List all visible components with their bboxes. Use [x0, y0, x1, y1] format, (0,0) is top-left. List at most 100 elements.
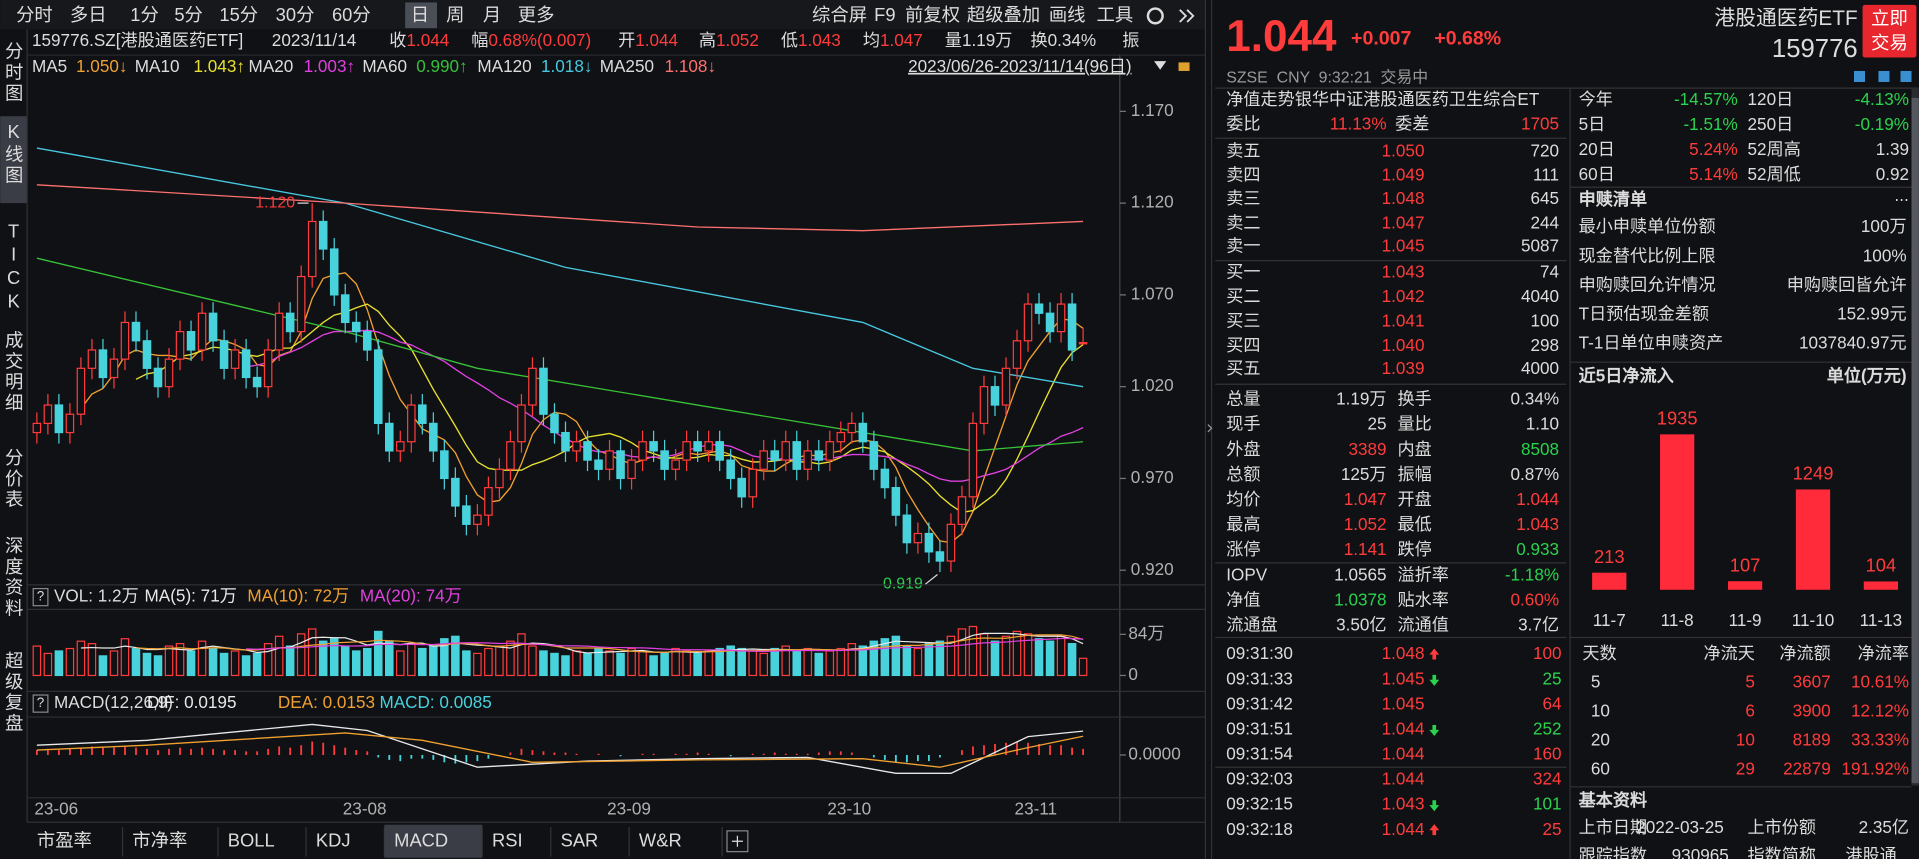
- volume-bar: [164, 645, 174, 677]
- label: 现金替代比例上限: [1579, 245, 1716, 265]
- y-tick-label: 0.0000: [1128, 744, 1180, 764]
- bottom-tab[interactable]: 市净率: [132, 830, 187, 851]
- side-tab[interactable]: K线图: [3, 121, 24, 186]
- up-arrow: [1429, 648, 1440, 660]
- period-tab[interactable]: 30分: [276, 4, 315, 25]
- label: 09:31:42: [1226, 693, 1293, 713]
- tool-button[interactable]: 画线: [1049, 4, 1086, 25]
- period-tab[interactable]: 1分: [130, 4, 159, 25]
- label: 流通盘: [1226, 614, 1277, 634]
- period-tab[interactable]: 15分: [219, 4, 258, 25]
- candle-body: [252, 376, 262, 388]
- candle-body: [935, 551, 945, 562]
- trade-button[interactable]: [1862, 4, 1917, 58]
- label[interactable]: 净值走势: [1226, 89, 1295, 109]
- period-tab[interactable]: 多日: [70, 4, 107, 25]
- volume-bar: [484, 647, 493, 677]
- label: 09:32:15: [1226, 794, 1293, 814]
- bottom-tab[interactable]: MACD: [394, 830, 448, 851]
- label: 0.68%(0.007): [488, 30, 591, 50]
- candle-body: [451, 477, 460, 507]
- period-tab[interactable]: 分时: [16, 4, 53, 25]
- table-cell: 22879: [1783, 759, 1831, 779]
- volume-bar: [1078, 657, 1088, 677]
- candle-body: [869, 441, 879, 470]
- collapse-icon[interactable]: [1179, 9, 1195, 23]
- label: 1.043: [1516, 514, 1559, 534]
- bottom-tab[interactable]: 市盈率: [37, 830, 92, 851]
- label: 1.052: [1344, 514, 1387, 534]
- label: 收: [389, 30, 406, 50]
- label: 1.043: [798, 30, 841, 50]
- scrollbar-thumb[interactable]: [1911, 97, 1919, 784]
- period-tab[interactable]: 日: [411, 4, 429, 25]
- add-icon[interactable]: [731, 835, 743, 847]
- label: 09:31:30: [1226, 643, 1293, 663]
- candle-body: [858, 422, 868, 443]
- date-range[interactable]: 2023/06/26-2023/11/14(96日): [908, 56, 1131, 76]
- label: 开盘: [1398, 489, 1432, 509]
- volume-bar: [517, 633, 526, 677]
- period-tab[interactable]: 更多: [518, 4, 555, 25]
- label: 近5日净流入: [1579, 365, 1674, 385]
- volume-bar: [384, 640, 394, 677]
- period-tab[interactable]: 5分: [174, 4, 203, 25]
- x-tick-label: 11-10: [1792, 610, 1835, 630]
- label: 1.044: [1382, 718, 1425, 738]
- table-cell: 191.92%: [1841, 759, 1909, 779]
- tool-button[interactable]: 综合屏: [812, 4, 867, 25]
- candle-body: [274, 312, 284, 351]
- tool-button[interactable]: 工具: [1097, 4, 1134, 25]
- add-tab[interactable]: [726, 830, 749, 853]
- bottom-tab[interactable]: BOLL: [228, 830, 275, 851]
- range-dropdown[interactable]: [1154, 61, 1167, 70]
- bottom-tab[interactable]: SAR: [561, 830, 599, 851]
- tool-button[interactable]: 超级叠加: [967, 4, 1040, 25]
- side-tab[interactable]: TICK: [3, 220, 24, 314]
- candle-body: [539, 367, 548, 415]
- side-tab[interactable]: 分价表: [3, 448, 24, 510]
- volume-bar: [649, 655, 658, 677]
- volume-bar: [957, 628, 967, 677]
- label: -1.18%: [1505, 564, 1559, 584]
- label: 高: [699, 30, 716, 50]
- tool-button[interactable]: 前复权: [905, 4, 960, 25]
- volume-bar: [770, 647, 780, 677]
- tool-button[interactable]: F9: [874, 4, 895, 25]
- bottom-tab[interactable]: KDJ: [316, 830, 351, 851]
- bottom-tab[interactable]: W&R: [639, 830, 682, 851]
- volume-bar: [307, 628, 317, 677]
- settings-icon[interactable]: [1146, 7, 1164, 25]
- side-tab[interactable]: 超级复盘: [3, 651, 24, 734]
- period-tab[interactable]: 周: [446, 4, 464, 25]
- candle-body: [957, 496, 967, 525]
- side-tab[interactable]: 分时图: [3, 42, 24, 104]
- label: T-1日单位申赎资产: [1579, 333, 1724, 353]
- volume-bar: [979, 633, 989, 677]
- x-tick-label: 11-9: [1729, 610, 1762, 630]
- side-tab[interactable]: 深度资料: [3, 536, 24, 619]
- label: 64: [1542, 693, 1562, 713]
- label: 1.047: [1344, 489, 1387, 509]
- legend-entry: MACD: 0.0085: [379, 692, 491, 712]
- period-tab[interactable]: 月: [483, 4, 501, 25]
- candle-body: [693, 441, 702, 452]
- x-tick-label: 23-10: [827, 799, 871, 819]
- label: VOL: 1.2万: [54, 586, 139, 606]
- volume-bar: [98, 655, 108, 677]
- period-tab[interactable]: 60分: [332, 4, 371, 25]
- volume-bar: [935, 640, 945, 677]
- side-tab[interactable]: 成交明细: [3, 330, 24, 413]
- bottom-tab[interactable]: RSI: [492, 830, 523, 851]
- trade-button-text[interactable]: 立即: [1871, 7, 1908, 28]
- candle-body: [175, 330, 185, 360]
- candle-body: [87, 349, 97, 369]
- expand-arrow[interactable]: [1207, 424, 1213, 433]
- trade-button-text[interactable]: 交易: [1871, 32, 1908, 53]
- label: 卖四: [1226, 165, 1260, 185]
- volume-bar: [682, 650, 691, 677]
- y-tick-label: 1.020: [1131, 375, 1174, 395]
- candle-body: [979, 386, 989, 424]
- table-header: 净流率: [1858, 643, 1909, 663]
